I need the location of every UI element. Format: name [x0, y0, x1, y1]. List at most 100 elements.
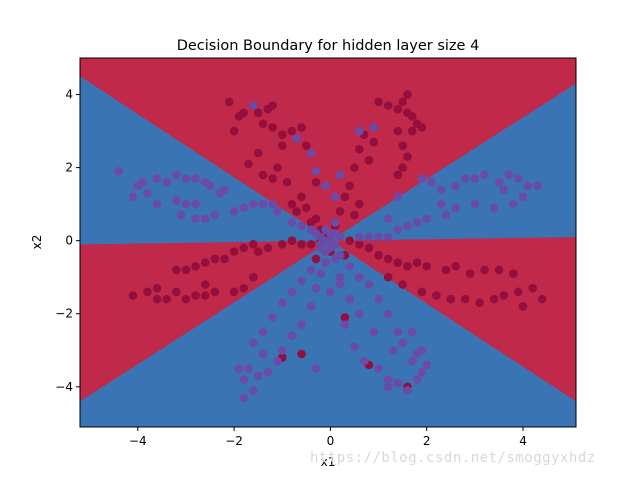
- data-point-class-1: [128, 192, 138, 202]
- data-point-class-1: [335, 272, 345, 282]
- data-point-class-0: [253, 247, 263, 256]
- data-point-class-1: [350, 342, 359, 351]
- data-point-class-1: [326, 287, 335, 297]
- y-tick-label: 2: [65, 161, 73, 175]
- data-point-class-1: [427, 177, 436, 187]
- data-point-class-1: [244, 364, 253, 373]
- data-point-class-0: [253, 148, 263, 158]
- data-point-class-0: [297, 123, 306, 132]
- decision-region-0: [80, 58, 576, 241]
- data-point-class-1: [345, 294, 354, 304]
- data-point-class-0: [422, 261, 432, 271]
- data-point-class-1: [297, 276, 306, 286]
- data-point-class-1: [306, 148, 316, 158]
- data-point-class-0: [210, 287, 220, 297]
- data-point-class-0: [253, 108, 263, 118]
- data-point-class-0: [345, 181, 354, 191]
- data-point-class-1: [287, 287, 297, 297]
- decision-regions: [80, 58, 576, 427]
- data-point-class-0: [172, 287, 181, 297]
- data-point-class-0: [350, 210, 359, 220]
- data-point-class-1: [258, 327, 268, 337]
- data-point-class-1: [340, 320, 350, 330]
- scatter-points: [114, 90, 547, 403]
- data-point-class-0: [249, 272, 258, 282]
- data-point-class-0: [249, 240, 258, 249]
- data-point-class-1: [355, 309, 364, 319]
- watermark-text: https://blog.csdn.net/smoggyxhdz: [310, 450, 596, 466]
- data-point-class-0: [393, 104, 403, 114]
- data-point-class-0: [446, 294, 456, 304]
- data-point-class-1: [335, 280, 345, 289]
- data-point-class-1: [460, 174, 470, 183]
- data-point-class-1: [364, 280, 374, 289]
- data-point-class-1: [480, 170, 489, 180]
- y-axis-label: x2: [30, 235, 44, 250]
- data-point-class-0: [417, 287, 427, 297]
- data-point-class-0: [383, 101, 393, 110]
- data-point-class-0: [513, 287, 523, 297]
- data-point-class-0: [451, 261, 460, 271]
- data-point-class-1: [383, 214, 393, 224]
- data-point-class-1: [355, 272, 364, 282]
- x-tick-label: −4: [129, 434, 147, 448]
- data-point-class-0: [282, 177, 292, 187]
- data-point-class-1: [369, 123, 379, 132]
- data-point-class-0: [398, 141, 407, 150]
- data-point-class-1: [388, 345, 398, 355]
- data-point-class-1: [412, 375, 422, 384]
- data-point-class-0: [224, 97, 234, 107]
- y-tick-label: −4: [55, 380, 73, 394]
- data-point-class-0: [364, 243, 374, 253]
- data-point-class-1: [335, 170, 345, 180]
- data-point-class-1: [249, 386, 258, 395]
- data-point-class-1: [287, 218, 297, 227]
- data-point-class-0: [460, 294, 470, 304]
- data-point-class-0: [528, 283, 537, 293]
- data-point-class-1: [422, 360, 432, 370]
- data-point-class-1: [143, 188, 152, 198]
- data-point-class-0: [306, 240, 316, 249]
- data-point-class-0: [297, 240, 306, 249]
- data-point-class-0: [412, 258, 422, 267]
- data-point-class-1: [268, 199, 277, 209]
- data-point-class-1: [383, 382, 393, 392]
- data-point-class-1: [172, 196, 181, 205]
- data-point-class-1: [330, 192, 340, 202]
- data-point-class-1: [393, 327, 403, 337]
- data-point-class-0: [369, 137, 379, 147]
- data-point-class-1: [359, 356, 369, 366]
- data-point-class-0: [258, 119, 268, 129]
- data-point-class-0: [340, 192, 350, 202]
- data-point-class-0: [403, 108, 412, 118]
- data-point-class-0: [239, 108, 249, 118]
- data-point-class-1: [407, 327, 417, 337]
- data-point-class-0: [403, 90, 412, 99]
- data-point-class-0: [350, 163, 359, 172]
- data-point-class-1: [191, 174, 200, 183]
- data-point-class-1: [210, 210, 220, 220]
- data-point-class-1: [518, 192, 528, 202]
- data-point-class-1: [451, 181, 460, 191]
- data-point-class-1: [181, 174, 191, 183]
- data-point-class-1: [407, 356, 417, 366]
- data-point-class-0: [355, 199, 364, 209]
- data-point-class-0: [393, 170, 403, 180]
- decision-region-1: [80, 237, 576, 402]
- data-point-class-1: [292, 134, 301, 143]
- x-axis-ticks: −4 −2 0 2 4: [129, 427, 527, 448]
- data-point-class-0: [383, 254, 393, 264]
- data-point-class-0: [287, 126, 297, 136]
- data-point-class-0: [441, 265, 451, 275]
- data-point-class-1: [533, 181, 542, 191]
- data-point-class-1: [470, 199, 480, 209]
- data-point-class-1: [249, 101, 258, 110]
- data-point-class-0: [287, 236, 297, 245]
- data-point-class-1: [181, 199, 191, 209]
- data-point-class-1: [489, 203, 499, 213]
- data-point-class-1: [263, 367, 273, 377]
- data-point-class-1: [306, 265, 316, 275]
- data-point-class-1: [403, 221, 412, 231]
- data-point-class-0: [191, 291, 200, 300]
- data-point-class-1: [114, 166, 123, 176]
